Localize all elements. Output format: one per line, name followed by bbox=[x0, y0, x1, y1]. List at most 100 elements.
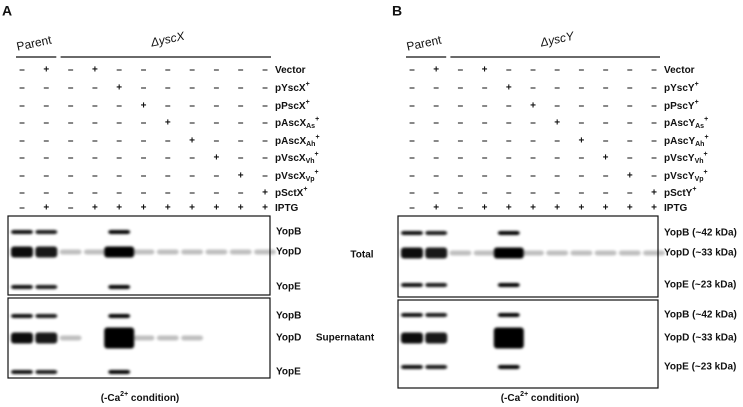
band bbox=[497, 365, 520, 369]
band bbox=[59, 335, 82, 341]
label: pYscX+ bbox=[275, 81, 310, 93]
sign: + bbox=[213, 203, 219, 214]
sign: – bbox=[214, 136, 220, 147]
sign: – bbox=[116, 136, 122, 147]
sign: – bbox=[433, 171, 439, 182]
sign: – bbox=[433, 153, 439, 164]
label-sup: 2+ bbox=[120, 391, 128, 398]
sign: + bbox=[433, 203, 439, 214]
sign: – bbox=[116, 118, 122, 129]
label-sup: + bbox=[303, 186, 307, 193]
sign: – bbox=[530, 171, 536, 182]
sign: – bbox=[238, 153, 244, 164]
sign: – bbox=[68, 83, 74, 94]
band bbox=[425, 283, 448, 287]
sign: – bbox=[627, 65, 633, 76]
band bbox=[11, 314, 33, 318]
sign: – bbox=[44, 101, 50, 112]
sign: – bbox=[141, 65, 147, 76]
sign: – bbox=[165, 188, 171, 199]
sign: – bbox=[116, 101, 122, 112]
label-base: pSctX bbox=[275, 188, 304, 199]
sign: – bbox=[19, 203, 25, 214]
band bbox=[254, 249, 276, 255]
sign: – bbox=[189, 83, 195, 94]
sign: + bbox=[116, 83, 122, 94]
sign: – bbox=[651, 153, 657, 164]
sign: – bbox=[482, 188, 488, 199]
sign: – bbox=[627, 118, 633, 129]
label: IPTG bbox=[275, 203, 299, 214]
panel-label: B bbox=[392, 3, 402, 19]
label-sub: As bbox=[695, 123, 704, 130]
sign: – bbox=[651, 171, 657, 182]
sign: + bbox=[189, 136, 195, 147]
sign: – bbox=[165, 83, 171, 94]
band bbox=[594, 250, 617, 256]
sign: + bbox=[238, 171, 244, 182]
sign: – bbox=[44, 136, 50, 147]
sign: + bbox=[578, 136, 584, 147]
label: pAscXAs+ bbox=[275, 116, 319, 130]
sign: – bbox=[19, 101, 25, 112]
label-base: Vector bbox=[275, 65, 306, 76]
sign: – bbox=[19, 65, 25, 76]
sign: – bbox=[433, 83, 439, 94]
sign: – bbox=[189, 101, 195, 112]
sign: – bbox=[482, 101, 488, 112]
sign: – bbox=[141, 153, 147, 164]
label: pVscXVh+ bbox=[275, 151, 319, 165]
sign: – bbox=[92, 118, 98, 129]
panel-label: A bbox=[2, 3, 12, 19]
band bbox=[570, 250, 593, 256]
label: (-Ca2+ condition) bbox=[101, 391, 180, 403]
label-base: pVscY bbox=[664, 153, 695, 164]
sign: – bbox=[189, 188, 195, 199]
label-sup: + bbox=[695, 99, 699, 106]
sign: – bbox=[530, 65, 536, 76]
sign: – bbox=[651, 101, 657, 112]
sign: + bbox=[262, 203, 268, 214]
band bbox=[132, 335, 155, 341]
sign: – bbox=[189, 171, 195, 182]
sign: – bbox=[651, 136, 657, 147]
band bbox=[449, 250, 472, 256]
label-base: pAscX bbox=[275, 118, 306, 129]
sign: – bbox=[44, 171, 50, 182]
sign: + bbox=[554, 203, 560, 214]
sign: – bbox=[238, 136, 244, 147]
sign: – bbox=[238, 188, 244, 199]
sign: – bbox=[19, 153, 25, 164]
sign: + bbox=[92, 203, 98, 214]
sign: – bbox=[627, 188, 633, 199]
sign: – bbox=[409, 136, 415, 147]
label-sub: Vh bbox=[306, 158, 315, 165]
label: Vector bbox=[664, 65, 695, 76]
band bbox=[401, 365, 423, 369]
band bbox=[401, 313, 423, 317]
sign: + bbox=[482, 203, 488, 214]
sign: – bbox=[214, 171, 220, 182]
group-label: Parent bbox=[405, 33, 443, 54]
band-label: YopE (~23 kDa) bbox=[664, 280, 736, 291]
label-sup: + bbox=[306, 99, 310, 106]
band bbox=[493, 247, 524, 259]
sign: – bbox=[409, 203, 415, 214]
sign: – bbox=[238, 65, 244, 76]
sign: – bbox=[554, 153, 560, 164]
sign: – bbox=[482, 153, 488, 164]
label: (-Ca2+ condition) bbox=[501, 391, 580, 403]
sign: – bbox=[458, 171, 464, 182]
sign: – bbox=[458, 136, 464, 147]
sign: – bbox=[44, 188, 50, 199]
label: pAscYAs+ bbox=[664, 116, 708, 130]
sign: – bbox=[68, 101, 74, 112]
sign: – bbox=[627, 83, 633, 94]
label-sub: As bbox=[306, 123, 315, 130]
sign: – bbox=[579, 118, 585, 129]
label-base: (-Ca bbox=[101, 393, 121, 404]
sign: + bbox=[92, 65, 98, 76]
sign: + bbox=[189, 203, 195, 214]
label-base: IPTG bbox=[664, 203, 688, 214]
band bbox=[425, 247, 448, 259]
